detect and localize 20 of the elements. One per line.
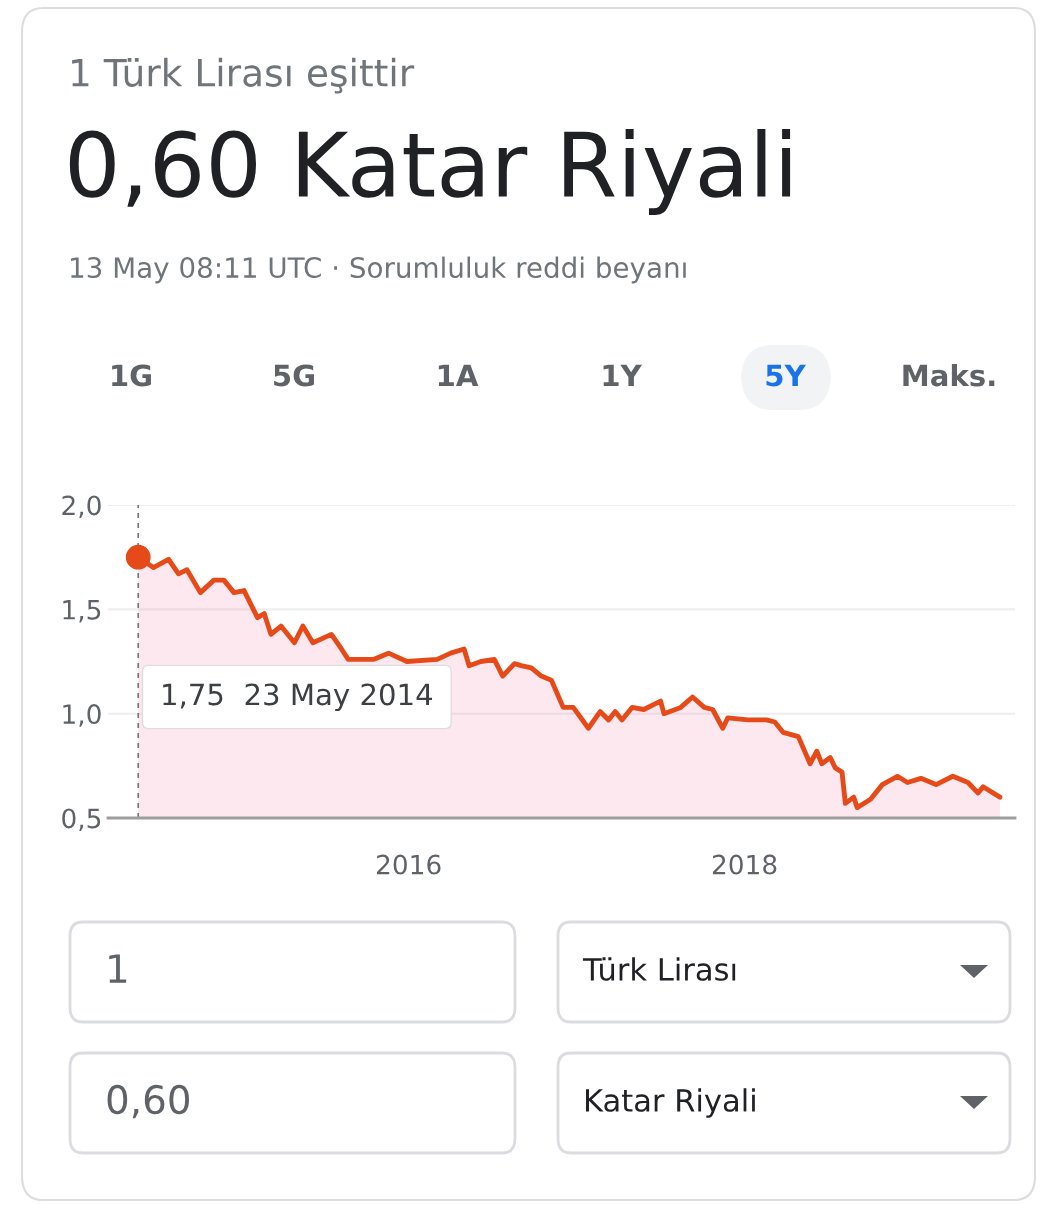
annotation: 1,75 23 May 2014 (163, 683, 433, 712)
x-tick-label: 2016 (377, 854, 441, 875)
x-tick-label: 2018 (712, 854, 777, 875)
y-tick-label: 2,0 (62, 495, 101, 519)
text: 5Y (766, 364, 806, 387)
text: 0,60 (107, 1084, 190, 1119)
text: 1G (112, 364, 151, 387)
text: 1A (438, 364, 479, 387)
text: Türk Lirası (582, 957, 736, 981)
y-tick-label: 0,5 (62, 808, 101, 832)
text: Maks. (903, 363, 995, 387)
y-tick-label: 1,5 (63, 600, 101, 623)
text: Katar Riyali (586, 1088, 755, 1118)
text: 1 Türk Lirası eşittir (72, 57, 415, 94)
text: 5G (274, 364, 314, 387)
text: 1 (109, 954, 127, 983)
text: 1Y (603, 364, 642, 387)
chart-subtitle: 13 May 08:11 UTC · Sorumluluk reddi beyanı (71, 256, 686, 284)
y-tick-label: 1,0 (63, 704, 101, 727)
chart-title: 0,60 Katar Riyali (69, 128, 791, 216)
